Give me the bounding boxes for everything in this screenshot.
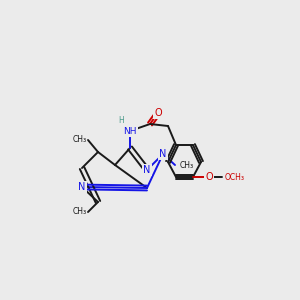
Text: N: N: [78, 182, 86, 192]
Text: O: O: [205, 172, 213, 182]
Text: OCH₃: OCH₃: [225, 172, 245, 182]
Text: O: O: [154, 108, 162, 118]
Text: H: H: [119, 116, 124, 125]
Text: NH: NH: [123, 127, 137, 136]
Text: CH₃: CH₃: [72, 136, 86, 145]
Text: CH₃: CH₃: [72, 208, 86, 217]
Text: N: N: [143, 165, 151, 175]
Text: CH₃: CH₃: [179, 160, 194, 169]
Text: N: N: [159, 149, 167, 159]
